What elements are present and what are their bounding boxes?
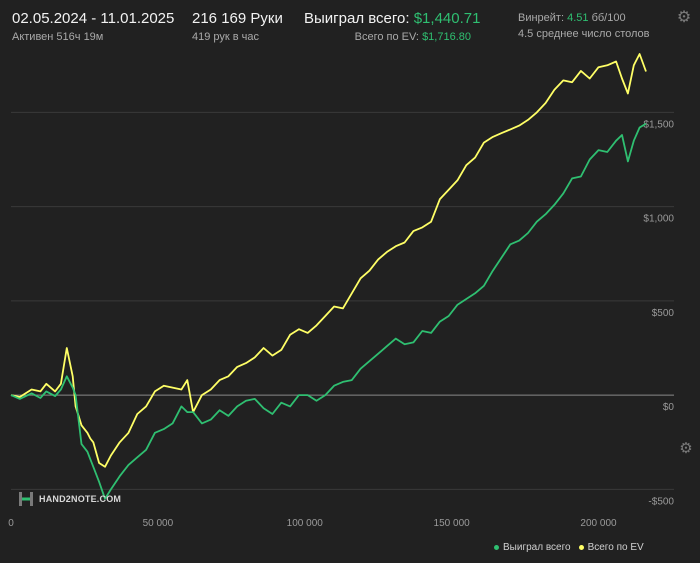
won-total: Выиграл всего: $1,440.71 [304,10,480,27]
legend-label-ev: Всего по EV [587,542,644,553]
won-value: $1,440.71 [413,10,481,27]
ev-total: Всего по EV: $1,716.80 [355,31,471,43]
stats-header: 02.05.2024 - 11.01.2025 Активен 516ч 19м… [0,0,700,50]
gear-icon[interactable]: ⚙ [676,9,692,26]
legend-label-won: Выиграл всего [503,542,571,553]
x-tick-label: 200 000 [580,518,617,529]
avg-tables: 4.5 среднее число столов [518,28,650,40]
x-tick-label: 150 000 [434,518,471,529]
hand2note-logo: HAND2NOTE.COM [18,491,121,507]
winrate: Винрейт: 4.51 бб/100 [518,12,626,24]
active-time: Активен 516ч 19м [12,31,104,43]
hands-per-hour: 419 рук в час [192,31,260,43]
x-tick-label: 50 000 [143,518,174,529]
y-tick-label: -$500 [648,496,674,507]
ev-value: $1,716.80 [422,31,471,43]
chart-legend: Выиграл всего Всего по EV [486,542,644,553]
winrate-unit: бб/100 [591,12,626,24]
hands-count: 216 169 Руки [192,10,283,27]
won-label: Выиграл всего: [304,10,410,27]
winrate-label: Винрейт: [518,12,565,24]
series-line-ev [10,53,647,468]
legend-swatch-ev [578,545,584,550]
ev-label: Всего по EV: [354,31,419,43]
logo-text: HAND2NOTE.COM [39,494,122,504]
legend-item-ev[interactable]: Всего по EV [578,542,644,553]
y-tick-label: $500 [652,308,675,319]
logo-mark-icon [19,492,33,506]
date-range: 02.05.2024 - 11.01.2025 [12,10,175,27]
x-tick-label: 0 [8,518,14,529]
legend-item-won[interactable]: Выиграл всего [494,542,571,553]
series-line-won [10,122,647,500]
x-tick-label: 100 000 [287,518,324,529]
y-tick-label: $1,500 [643,119,674,130]
y-tick-label: $1,000 [643,214,674,225]
winrate-value: 4.51 [567,12,589,24]
chart-settings-gear-icon[interactable]: ⚙ [679,440,693,457]
legend-swatch-won [494,545,499,550]
y-tick-label: $0 [663,402,675,413]
